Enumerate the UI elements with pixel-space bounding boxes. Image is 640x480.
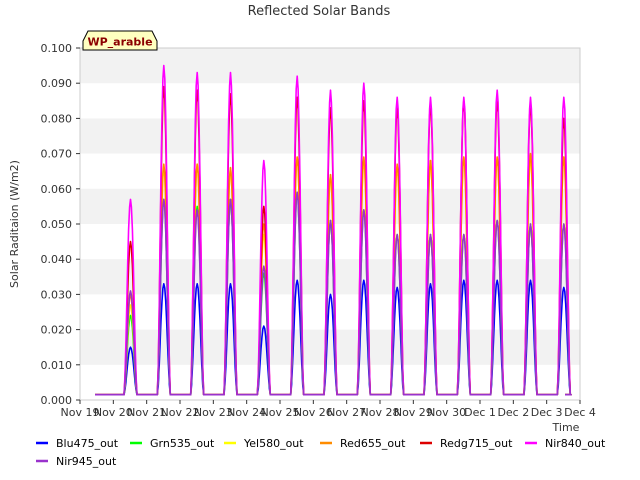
legend-label: Redg715_out: [440, 437, 513, 450]
x-tick-label: Nov 24: [227, 406, 266, 419]
x-tick-label: Nov 26: [294, 406, 333, 419]
x-tick-label: Nov 19: [61, 406, 100, 419]
x-tick-label: Dec 2: [497, 406, 529, 419]
x-tick-label: Nov 27: [327, 406, 366, 419]
site-label-box: WP_arable: [82, 30, 158, 51]
legend-label: Red655_out: [340, 437, 406, 450]
legend-label: Nir945_out: [56, 455, 117, 468]
grid-band: [80, 259, 580, 295]
x-tick-label: Nov 20: [94, 406, 133, 419]
y-axis-label: Solar Raditaion (W/m2): [8, 160, 21, 288]
x-axis-label: Time: [552, 421, 580, 434]
x-tick-label: Dec 4: [564, 406, 596, 419]
legend: Blu475_out Grn535_out Yel580_out Red655_out…: [36, 437, 606, 468]
y-tick-label: 0.090: [41, 77, 73, 90]
y-tick-label: 0.080: [41, 112, 73, 125]
x-tick-label: Nov 21: [127, 406, 166, 419]
y-tick-label: 0.070: [41, 148, 73, 161]
grid-band: [80, 188, 580, 224]
y-tick-label: 0.030: [41, 288, 73, 301]
x-tick-label: Nov 23: [194, 406, 233, 419]
x-tick-label: Nov 29: [394, 406, 433, 419]
y-tick-label: 0.020: [41, 324, 73, 337]
y-tick-label: 0.010: [41, 359, 73, 372]
y-tick-label: 0.040: [41, 253, 73, 266]
grid-band: [80, 329, 580, 365]
legend-label: Yel580_out: [243, 437, 304, 450]
legend-label: Grn535_out: [150, 437, 215, 450]
x-tick-label: Dec 1: [464, 406, 496, 419]
x-tick-label: Dec 3: [531, 406, 563, 419]
series-line-nir945-out: [95, 191, 572, 396]
grid-band: [80, 48, 580, 84]
y-tick-label: 0.060: [41, 183, 73, 196]
x-tick-label: Nov 25: [261, 406, 300, 419]
legend-label: Blu475_out: [56, 437, 119, 450]
site-label: WP_arable: [87, 36, 152, 49]
y-tick-label: 0.000: [41, 394, 73, 407]
chart-title: Reflected Solar Bands: [248, 4, 391, 19]
series-lines: [95, 64, 572, 396]
y-tick-label: 0.050: [41, 218, 73, 231]
y-axis: 0.000 0.010 0.020 0.030 0.040 0.050 0.060 0.070…: [41, 42, 80, 407]
x-tick-label: Nov 28: [361, 406, 400, 419]
legend-label: Nir840_out: [545, 437, 606, 450]
y-tick-label: 0.100: [41, 42, 73, 55]
x-tick-label: Nov 30: [427, 406, 466, 419]
x-tick-label: Nov 22: [161, 406, 200, 419]
